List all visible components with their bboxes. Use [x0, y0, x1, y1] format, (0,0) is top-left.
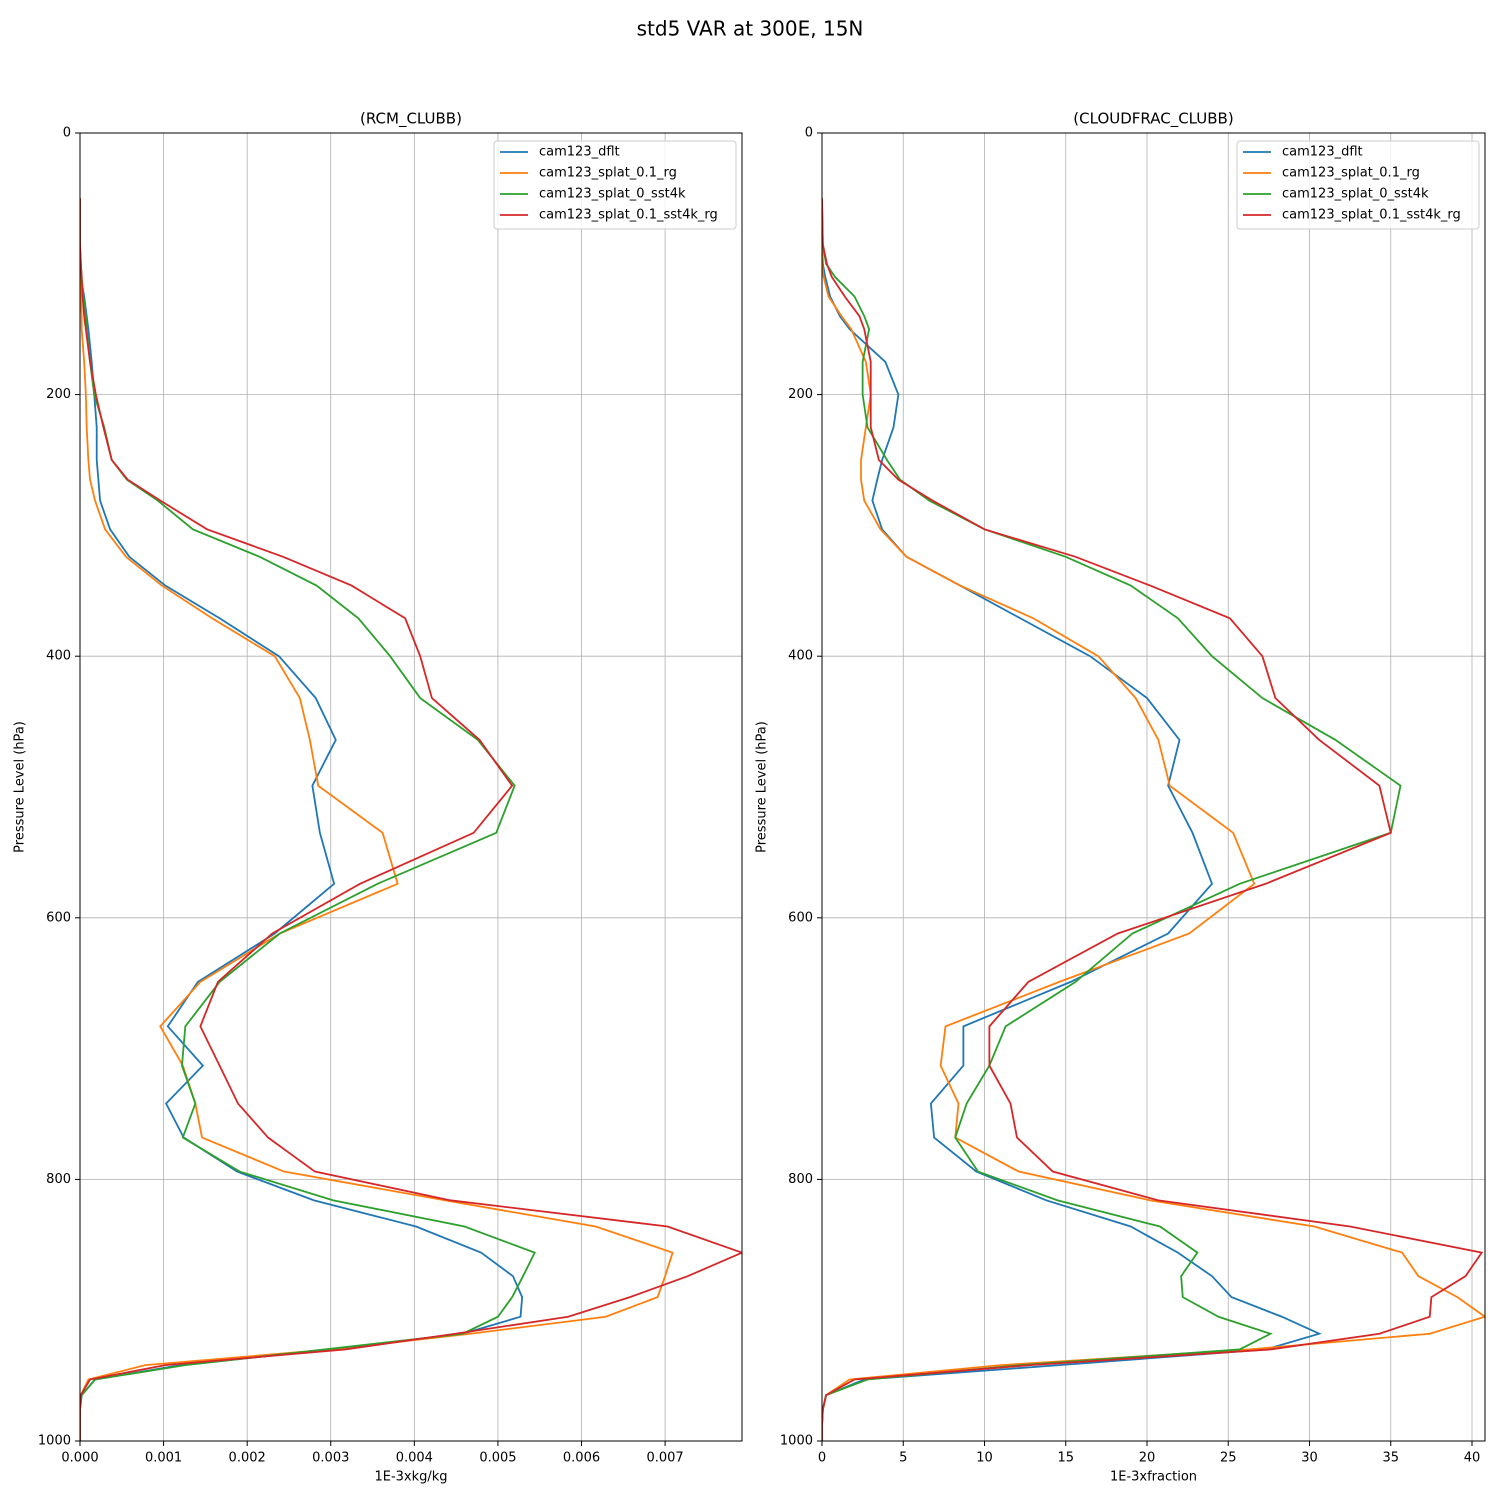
y-tick-label: 800	[788, 1172, 813, 1187]
legend-label: cam123_dflt	[1282, 145, 1363, 160]
x-tick-label: 0	[818, 1451, 826, 1466]
legend-label: cam123_splat_0.1_rg	[1282, 166, 1420, 181]
legend-label: cam123_dflt	[539, 145, 620, 160]
series-line	[822, 198, 1484, 1441]
subplot-title: (RCM_CLUBB)	[360, 110, 462, 129]
x-axis-label: 1E-3xfraction	[1110, 1470, 1197, 1485]
series-line	[80, 198, 524, 1441]
series-line	[80, 198, 742, 1441]
subplot-title: (CLOUDFRAC_CLUBB)	[1073, 110, 1233, 129]
legend-label: cam123_splat_0_sst4k	[1282, 187, 1429, 202]
x-tick-label: 0.000	[61, 1451, 98, 1466]
x-tick-label: 0.003	[312, 1451, 349, 1466]
y-tick-label: 600	[46, 910, 71, 925]
series-line	[822, 198, 1322, 1441]
y-tick-label: 200	[788, 387, 813, 402]
x-tick-label: 20	[1139, 1451, 1156, 1466]
y-tick-label: 0	[63, 126, 71, 141]
x-tick-label: 15	[1057, 1451, 1074, 1466]
series-line	[80, 198, 536, 1441]
y-axis-label: Pressure Level (hPa)	[13, 721, 28, 853]
y-tick-label: 400	[46, 649, 71, 664]
legend-label: cam123_splat_0_sst4k	[539, 187, 686, 202]
y-tick-label: 400	[788, 649, 813, 664]
x-tick-label: 0.005	[479, 1451, 516, 1466]
series-line	[822, 198, 1485, 1441]
x-tick-label: 30	[1301, 1451, 1318, 1466]
x-tick-label: 0.006	[563, 1451, 600, 1466]
y-tick-label: 1000	[780, 1434, 813, 1449]
y-tick-label: 600	[788, 910, 813, 925]
y-tick-label: 200	[46, 387, 71, 402]
x-tick-label: 0.007	[646, 1451, 683, 1466]
x-tick-label: 40	[1464, 1451, 1481, 1466]
x-tick-label: 5	[899, 1451, 907, 1466]
legend-label: cam123_splat_0.1_rg	[539, 166, 677, 181]
series-line	[822, 198, 1402, 1441]
figure-title: std5 VAR at 300E, 15N	[637, 17, 864, 41]
axes-frame	[821, 132, 1486, 1442]
x-tick-label: 0.001	[145, 1451, 182, 1466]
y-tick-label: 0	[805, 126, 813, 141]
series-line	[80, 198, 674, 1441]
legend-box	[1236, 140, 1480, 230]
y-axis-label: Pressure Level (hPa)	[755, 721, 770, 853]
x-tick-label: 25	[1220, 1451, 1237, 1466]
axes-frame	[79, 132, 743, 1442]
legend-box	[493, 140, 737, 230]
x-tick-label: 0.004	[396, 1451, 433, 1466]
legend-label: cam123_splat_0.1_sst4k_rg	[1282, 208, 1461, 223]
y-tick-label: 800	[46, 1172, 71, 1187]
y-tick-label: 1000	[38, 1434, 71, 1449]
x-tick-label: 0.002	[229, 1451, 266, 1466]
x-tick-label: 35	[1382, 1451, 1399, 1466]
x-tick-label: 10	[976, 1451, 993, 1466]
legend-label: cam123_splat_0.1_sst4k_rg	[539, 208, 718, 223]
x-axis-label: 1E-3xkg/kg	[374, 1470, 447, 1485]
